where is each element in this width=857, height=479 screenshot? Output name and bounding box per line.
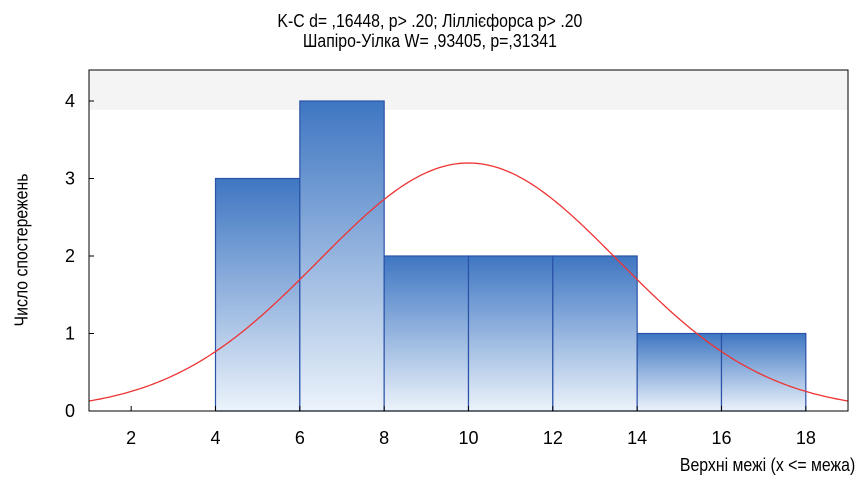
y-tick-label: 0 — [65, 401, 75, 421]
plot-top-band — [89, 70, 848, 110]
x-tick-label: 12 — [543, 428, 563, 448]
histogram-bar — [467, 255, 554, 412]
chart-title: K-C d= ,16448, p> .20; Ліллієфорса p> .2… — [277, 11, 583, 31]
y-axis-label: Число спостережень — [11, 173, 32, 327]
x-axis-label: Верхні межі (x <= межа) — [679, 455, 855, 475]
histogram-bar — [299, 100, 385, 412]
histogram-bar — [383, 255, 470, 412]
x-tick-label: 10 — [458, 428, 478, 448]
histogram-bar — [720, 332, 807, 412]
y-tick-label: 4 — [65, 91, 75, 111]
histogram-bar — [636, 332, 723, 412]
x-tick-label: 8 — [379, 428, 389, 448]
normal-fit-curve — [88, 162, 849, 402]
histogram-bar — [214, 177, 301, 412]
chart-subtitle: Шапіро-Уілка W= ,93405, p=,31341 — [302, 31, 557, 51]
histogram-bar — [552, 255, 638, 412]
x-tick-label: 2 — [126, 428, 136, 448]
x-tick-label: 14 — [627, 428, 647, 448]
x-tick-label: 16 — [711, 428, 731, 448]
y-tick-label: 2 — [65, 246, 75, 266]
x-tick-label: 6 — [295, 428, 305, 448]
x-tick-label: 4 — [210, 428, 220, 448]
x-tick-label: 18 — [796, 428, 816, 448]
y-tick-label: 1 — [65, 324, 75, 344]
y-tick-label: 3 — [65, 169, 75, 189]
plot-background — [89, 70, 848, 110]
